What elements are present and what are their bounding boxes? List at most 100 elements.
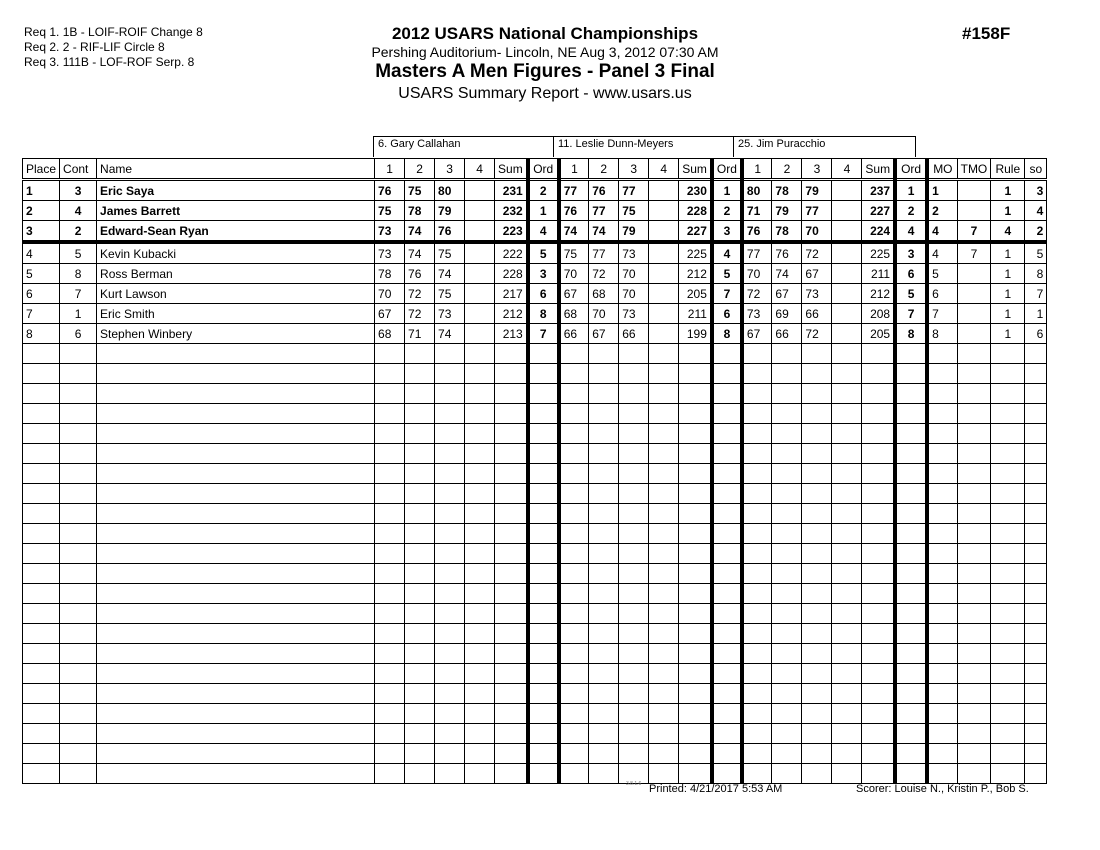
score-cell — [464, 583, 496, 604]
mo-cell — [925, 483, 958, 504]
name-cell — [96, 503, 376, 524]
score-cell: 73 — [739, 303, 773, 324]
cont-cell — [59, 683, 98, 704]
sum-cell — [678, 483, 713, 504]
name-cell — [96, 743, 376, 764]
score-cell — [588, 383, 620, 404]
score-cell — [618, 483, 650, 504]
sum-cell — [494, 523, 529, 544]
name-cell — [96, 383, 376, 404]
ord-cell: 2 — [709, 200, 743, 221]
score-cell: 72 — [588, 263, 620, 284]
score-cell — [618, 723, 650, 744]
ord-cell — [709, 343, 743, 364]
rule-cell: 1 — [990, 263, 1026, 284]
score-cell — [556, 723, 590, 744]
score-cell — [464, 763, 496, 784]
name-cell — [96, 583, 376, 604]
tmo-cell: 7 — [956, 241, 992, 264]
score-cell — [404, 603, 436, 624]
score-cell — [648, 603, 680, 624]
so-cell — [1024, 563, 1048, 584]
score-cell — [404, 423, 436, 444]
sum-cell — [861, 423, 896, 444]
sum-cell — [494, 743, 529, 764]
col-score: 3 — [618, 158, 650, 181]
tmo-cell — [956, 343, 992, 364]
score-cell — [739, 363, 773, 384]
score-cell: 74 — [434, 263, 466, 284]
ord-cell — [893, 623, 928, 644]
score-cell — [618, 443, 650, 464]
score-cell — [464, 523, 496, 544]
score-cell — [434, 583, 466, 604]
ord-cell — [709, 403, 743, 424]
printed-date: Printed: 4/21/2017 5:53 AM — [649, 783, 783, 795]
requirement-1: Req 1. 1B - LOIF-ROIF Change 8 — [24, 25, 203, 39]
cont-cell — [59, 403, 98, 424]
score-cell — [831, 503, 863, 524]
sum-cell — [494, 723, 529, 744]
score-cell — [618, 543, 650, 564]
score-cell — [404, 703, 436, 724]
sum-cell: 212 — [861, 283, 896, 304]
ord-cell: 2 — [893, 200, 928, 221]
ord-cell: 5 — [525, 241, 560, 264]
rule-cell: 1 — [990, 241, 1026, 264]
score-cell — [648, 663, 680, 684]
rule-cell — [990, 723, 1026, 744]
score-cell: 78 — [404, 200, 436, 221]
score-cell — [618, 403, 650, 424]
mo-cell — [925, 683, 958, 704]
score-cell: 72 — [739, 283, 773, 304]
cont-cell: 8 — [59, 263, 98, 284]
score-cell — [434, 623, 466, 644]
score-cell — [404, 663, 436, 684]
score-cell — [464, 503, 496, 524]
score-cell — [556, 743, 590, 764]
cont-cell: 7 — [59, 283, 98, 304]
table-row — [21, 383, 1048, 404]
event-title: Masters A Men Figures - Panel 3 Final — [375, 61, 715, 82]
score-cell — [618, 523, 650, 544]
mo-cell: 1 — [925, 179, 958, 201]
score-cell: 79 — [618, 220, 650, 244]
score-cell — [831, 663, 863, 684]
col-sum: Sum — [678, 158, 713, 181]
col-score: 2 — [404, 158, 436, 181]
sum-cell — [678, 603, 713, 624]
sum-cell — [861, 343, 896, 364]
sum-cell — [494, 543, 529, 564]
sum-cell — [678, 543, 713, 564]
score-cell: 80 — [434, 179, 466, 201]
score-cell — [801, 443, 833, 464]
sum-cell — [861, 683, 896, 704]
score-cell — [434, 743, 466, 764]
mo-cell — [925, 463, 958, 484]
tmo-cell — [956, 703, 992, 724]
score-cell — [739, 463, 773, 484]
score-cell — [648, 443, 680, 464]
place-cell — [21, 403, 61, 424]
col-ord: Ord — [893, 158, 928, 181]
cont-cell — [59, 643, 98, 664]
score-cell — [556, 623, 590, 644]
ord-cell — [709, 443, 743, 464]
score-cell — [648, 403, 680, 424]
mo-cell — [925, 643, 958, 664]
ord-cell: 6 — [893, 263, 928, 284]
score-cell: 76 — [771, 241, 803, 264]
ord-cell — [525, 423, 560, 444]
score-cell — [464, 179, 496, 201]
score-cell: 74 — [434, 323, 466, 344]
score-cell — [374, 623, 406, 644]
score-cell — [464, 603, 496, 624]
score-cell — [831, 220, 863, 244]
name-cell: Kevin Kubacki — [96, 241, 376, 264]
score-cell: 71 — [739, 200, 773, 221]
so-cell: 8 — [1024, 263, 1048, 284]
score-cell — [648, 643, 680, 664]
col-place: Place — [21, 158, 61, 181]
score-cell — [464, 303, 496, 324]
cont-cell — [59, 583, 98, 604]
